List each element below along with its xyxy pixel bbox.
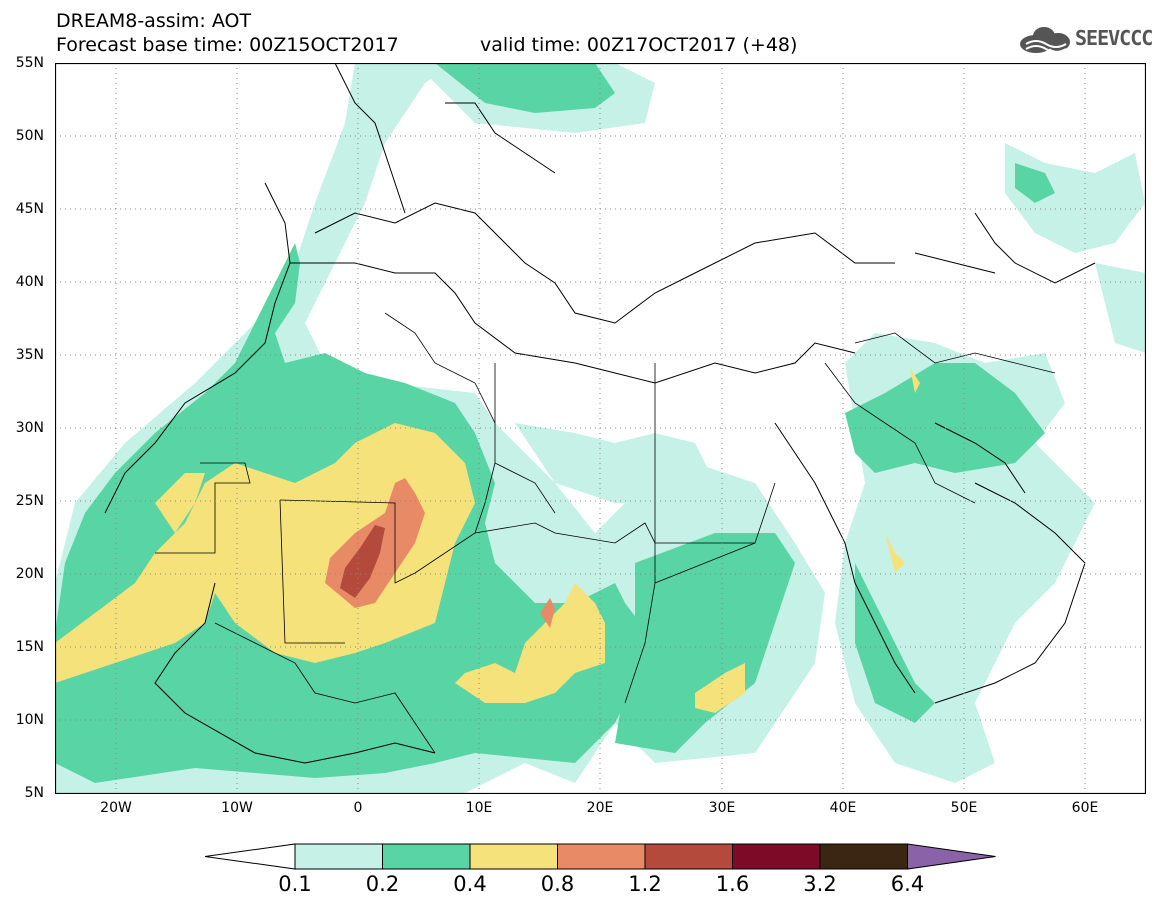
legend-label: 0.1 [278, 872, 312, 896]
legend-label: 3.2 [803, 872, 837, 896]
forecast-base-time: Forecast base time: 00Z15OCT2017 [56, 34, 399, 56]
legend-label: 1.6 [715, 872, 750, 896]
legend-label: 0.2 [365, 872, 400, 896]
lat-label: 50N [15, 128, 44, 144]
lon-label: 30E [708, 800, 736, 816]
aot-map [55, 63, 1146, 794]
country-borders [155, 312, 1056, 754]
lon-label: 10W [221, 800, 253, 816]
legend-swatch [294, 843, 383, 870]
lat-label: 55N [15, 55, 44, 71]
map-frame [55, 63, 1146, 794]
legend-label: 6.4 [890, 872, 925, 896]
legend-swatch [557, 843, 646, 870]
lat-label: 10N [15, 712, 44, 728]
lat-label: 40N [15, 274, 44, 290]
lat-label: 30N [15, 420, 44, 436]
grid-lines [55, 63, 1146, 794]
map-title: DREAM8-assim: AOT [56, 10, 252, 32]
lat-label: 35N [15, 347, 44, 363]
logo-text: SEEVCCC [1075, 26, 1153, 50]
lat-label: 15N [15, 639, 44, 655]
lon-label: 50E [950, 800, 978, 816]
lon-label: 20E [586, 800, 614, 816]
legend-swatch [382, 843, 471, 870]
aot-level-0-4 [55, 368, 920, 713]
lat-label: 25N [15, 493, 44, 509]
lon-label: 0 [353, 800, 363, 816]
legend-label: 1.2 [628, 872, 662, 896]
valid-time: valid time: 00Z17OCT2017 (+48) [480, 34, 798, 56]
lon-label: 10E [465, 800, 493, 816]
legend-arrow-high [907, 843, 996, 870]
lat-label: 5N [24, 785, 44, 801]
legend-label: 0.4 [453, 872, 487, 896]
cloud-icon [1020, 27, 1070, 53]
legend-swatch [644, 843, 733, 870]
legend-arrow-low [205, 843, 296, 870]
lat-label: 45N [15, 201, 44, 217]
aot-level-1-2 [340, 525, 385, 598]
lon-label: 20W [100, 800, 132, 816]
legend-swatch [469, 843, 558, 870]
legend-label: 0.8 [540, 872, 575, 896]
lon-label: 60E [1071, 800, 1099, 816]
legend-swatch [732, 843, 821, 870]
lat-label: 20N [15, 566, 44, 582]
coastlines [104, 63, 1096, 764]
lon-label: 40E [829, 800, 857, 816]
color-legend [205, 843, 996, 870]
legend-swatch [819, 843, 908, 870]
